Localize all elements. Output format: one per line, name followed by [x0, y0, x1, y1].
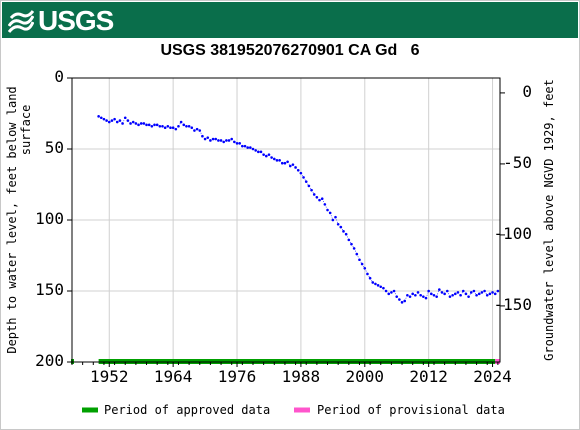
x-tick-label: 1952	[90, 367, 129, 386]
right-tick-label: 0	[522, 82, 532, 101]
series-segment	[367, 273, 371, 279]
data-point	[488, 292, 492, 296]
data-point	[115, 120, 119, 124]
series-segment	[359, 259, 363, 265]
left-axis-label-line2: surface	[19, 105, 33, 156]
left-tick-label: 150	[35, 280, 64, 299]
x-tick-label: 2024	[473, 367, 512, 386]
x-tick-label: 1988	[282, 367, 321, 386]
right-tick-label: -150	[493, 295, 532, 314]
series-segment	[178, 121, 182, 127]
series-segment	[348, 239, 352, 245]
series-segment	[468, 292, 472, 297]
x-axis-ticks: 1952 1964 1976 1988 2000 2012 2024	[71, 362, 512, 386]
legend-provisional-label: Period of provisional data	[317, 403, 505, 417]
data-point	[99, 116, 103, 120]
x-tick-label: 2012	[409, 367, 448, 386]
data-point	[113, 117, 116, 121]
right-axis-label: Groundwater level above NGVD 1929, feet	[542, 79, 556, 361]
series-segment	[369, 278, 374, 283]
legend: Period of approved data Period of provisi…	[82, 403, 505, 417]
right-axis-ticks: 0 -50 -100 -150	[493, 82, 532, 314]
x-tick-label: 1976	[218, 367, 257, 386]
series-segment	[287, 161, 291, 167]
gridlines	[72, 77, 500, 363]
x-tick-label: 1964	[154, 367, 193, 386]
data-point	[453, 292, 457, 296]
data-point	[107, 120, 111, 124]
data-point	[102, 117, 106, 121]
series-segment	[303, 177, 307, 182]
data-point	[126, 119, 130, 122]
data-point	[110, 119, 114, 122]
series-segment	[361, 263, 366, 269]
data-point	[424, 296, 428, 300]
left-tick-label: 200	[35, 351, 64, 370]
data-point	[443, 292, 446, 296]
x-tick-label: 2000	[346, 367, 385, 386]
data-point	[105, 119, 108, 122]
series-segment	[300, 172, 304, 178]
right-tick-label: -100	[493, 224, 532, 243]
data-point	[118, 119, 122, 122]
series-segment	[340, 226, 344, 232]
series-segment	[460, 290, 464, 296]
right-tick-label: -50	[503, 153, 532, 172]
usgs-banner: USGS	[2, 2, 578, 38]
data-points	[97, 115, 500, 304]
data-point	[179, 120, 183, 124]
data-point	[121, 122, 124, 125]
series-segment	[305, 181, 310, 187]
series-segment	[351, 243, 355, 249]
data-point	[131, 120, 135, 124]
usgs-wave-icon	[8, 10, 34, 33]
data-point	[469, 291, 473, 294]
series-segment	[311, 190, 315, 195]
chart-title: USGS 381952076270901 CA Gd 6	[160, 42, 420, 59]
usgs-logo-text: USGS	[38, 5, 114, 36]
series-segment	[473, 290, 477, 296]
series-segment	[484, 290, 488, 296]
series-segment	[308, 185, 312, 191]
left-tick-label: 0	[54, 67, 64, 86]
data-point	[496, 289, 500, 293]
legend-approved-label: Period of approved data	[104, 403, 270, 417]
left-tick-label: 100	[35, 209, 64, 228]
data-point	[480, 291, 484, 294]
left-axis-label-line1: Depth to water level, feet below land	[5, 86, 19, 353]
data-point	[123, 116, 127, 120]
left-axis-ticks: 0 50 100 150 200	[35, 67, 72, 370]
left-tick-label: 50	[45, 138, 64, 157]
usgs-logo[interactable]: USGS	[8, 5, 114, 36]
